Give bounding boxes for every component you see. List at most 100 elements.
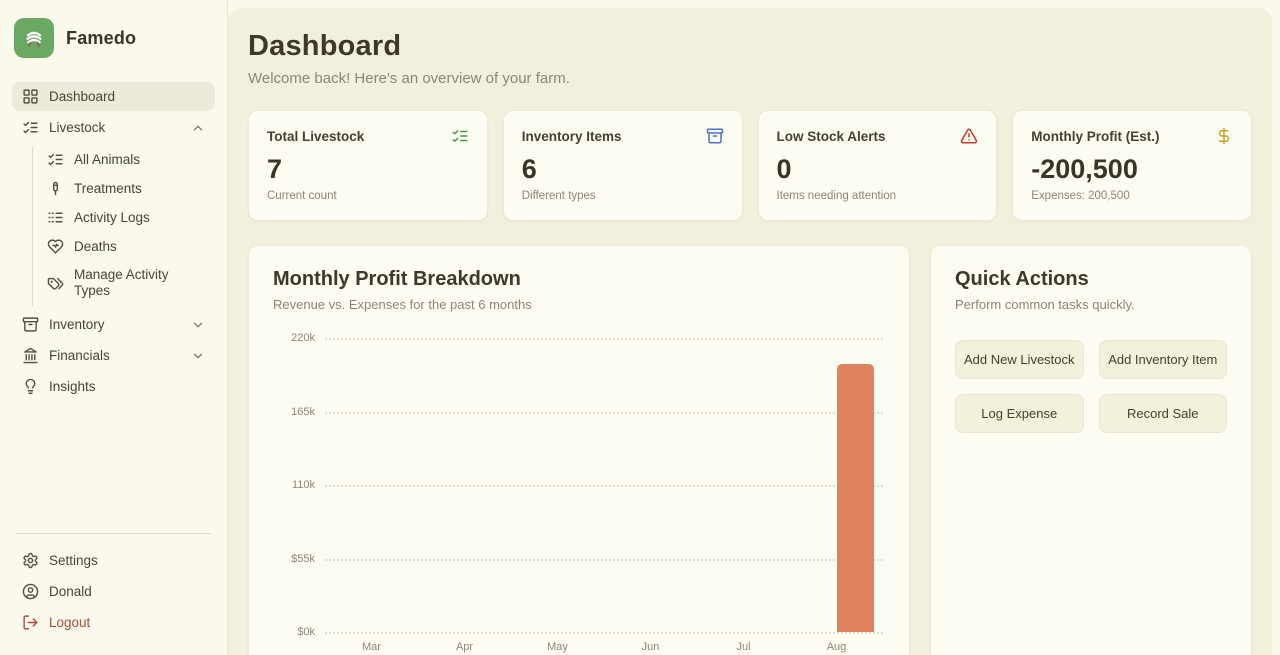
chart-slot-jun bbox=[604, 338, 697, 632]
sheep-logo-icon bbox=[14, 18, 54, 58]
bottom-row: Monthly Profit Breakdown Revenue vs. Exp… bbox=[248, 245, 1252, 655]
quick-actions-subtitle: Perform common tasks quickly. bbox=[955, 297, 1135, 312]
chart-slot-may bbox=[511, 338, 604, 632]
sidebar-item-financials[interactable]: Financials bbox=[12, 341, 215, 370]
sidebar-item-livestock[interactable]: Livestock bbox=[12, 113, 215, 142]
stat-subtitle: Current count bbox=[267, 190, 337, 202]
main-wrapper: Dashboard Welcome back! Here's an overvi… bbox=[228, 0, 1280, 655]
chart-y-tick-label: 220k bbox=[291, 332, 315, 344]
chart-slot-aug bbox=[790, 338, 883, 632]
chart-slots bbox=[325, 338, 883, 632]
chart-y-tick-label: $0k bbox=[297, 626, 315, 638]
app-name: Famedo bbox=[66, 27, 137, 48]
stat-value: -200,500 bbox=[1031, 154, 1138, 184]
sidebar-item-label: Inventory bbox=[49, 316, 105, 332]
sidebar-spacer bbox=[12, 403, 215, 523]
sidebar-item-logout[interactable]: Logout bbox=[12, 608, 215, 637]
sidebar-item-label: Dashboard bbox=[49, 88, 116, 104]
heart-pulse-icon bbox=[47, 238, 64, 255]
gear-icon bbox=[22, 552, 39, 569]
chart-y-tick-label: $55k bbox=[291, 552, 315, 565]
chevron-down-icon bbox=[191, 318, 205, 332]
add-new-livestock-button[interactable]: Add New Livestock bbox=[955, 340, 1084, 379]
log-expense-button[interactable]: Log Expense bbox=[955, 394, 1084, 433]
tags-icon bbox=[47, 275, 64, 292]
stat-value: 7 bbox=[267, 154, 283, 184]
stat-value: 6 bbox=[521, 154, 537, 184]
chart-x-tick-label: Mar bbox=[362, 641, 381, 653]
sidebar-item-treatments[interactable]: Treatments bbox=[39, 175, 215, 202]
sidebar-item-all-animals[interactable]: All Animals bbox=[39, 146, 215, 173]
stat-title: Monthly Profit (Est.) bbox=[1031, 128, 1160, 144]
sidebar-item-dashboard[interactable]: Dashboard bbox=[12, 82, 215, 111]
stat-subtitle: Expenses: 200,500 bbox=[1031, 190, 1130, 202]
logout-icon bbox=[22, 614, 39, 631]
sidebar-item-label: Logout bbox=[49, 614, 91, 630]
sidebar-item-deaths[interactable]: Deaths bbox=[39, 233, 215, 260]
sidebar-item-inventory[interactable]: Inventory bbox=[12, 310, 215, 339]
chart-gridline bbox=[325, 338, 883, 340]
list-checks-icon bbox=[22, 119, 39, 136]
add-inventory-item-button[interactable]: Add Inventory Item bbox=[1098, 340, 1227, 379]
chart-y-tick-label: 165k bbox=[291, 405, 315, 418]
stats-row: Total Livestock 7 Current count Inventor… bbox=[248, 110, 1252, 221]
sidebar-item-label: Insights bbox=[49, 378, 96, 394]
chart-gridline bbox=[325, 632, 883, 634]
user-circle-icon bbox=[22, 583, 39, 600]
stat-title: Inventory Items bbox=[521, 128, 622, 144]
logs-icon bbox=[47, 209, 64, 226]
sidebar: Famedo Dashboard Livestock All Animals T… bbox=[0, 0, 228, 655]
stat-subtitle: Different types bbox=[521, 190, 596, 202]
sidebar-item-manage-activity-types[interactable]: Manage Activity Types bbox=[39, 262, 215, 304]
chart-slot-apr bbox=[418, 338, 511, 632]
list-checks-icon bbox=[451, 127, 469, 145]
sidebar-item-settings[interactable]: Settings bbox=[12, 546, 215, 575]
archive-icon bbox=[22, 316, 39, 333]
page-subtitle: Welcome back! Here's an overview of your… bbox=[248, 70, 570, 87]
sidebar-item-label: Deaths bbox=[74, 238, 117, 254]
stat-card-total-livestock: Total Livestock 7 Current count bbox=[248, 110, 488, 221]
dollar-icon bbox=[1215, 127, 1233, 145]
sidebar-item-profile[interactable]: Donald bbox=[12, 577, 215, 606]
stat-card-inventory-items: Inventory Items 6 Different types bbox=[502, 110, 743, 221]
chart-gridline bbox=[325, 558, 883, 561]
sidebar-item-label: Settings bbox=[49, 552, 98, 568]
app-logo: Famedo bbox=[12, 14, 215, 60]
chart-title: Monthly Profit Breakdown bbox=[273, 268, 521, 290]
chart-x-tick-label: May bbox=[547, 641, 568, 653]
stat-card-low-stock-alerts: Low Stock Alerts 0 Items needing attenti… bbox=[757, 110, 998, 221]
record-sale-button[interactable]: Record Sale bbox=[1098, 394, 1227, 433]
archive-icon bbox=[706, 127, 724, 145]
chart-subtitle: Revenue vs. Expenses for the past 6 mont… bbox=[273, 297, 532, 312]
chevron-down-icon bbox=[191, 349, 205, 363]
landmark-icon bbox=[22, 347, 39, 364]
stat-title: Total Livestock bbox=[267, 128, 365, 144]
sidebar-item-label: Donald bbox=[49, 583, 92, 599]
chart-slot-mar bbox=[325, 338, 418, 632]
lightbulb-icon bbox=[22, 378, 39, 395]
stat-title: Low Stock Alerts bbox=[776, 128, 886, 144]
chart-plot: 220k 165k 110k $55k $0k bbox=[291, 332, 883, 638]
layout-grid-icon bbox=[22, 88, 39, 105]
chart-gridline bbox=[325, 411, 883, 414]
quick-actions-card: Quick Actions Perform common tasks quick… bbox=[930, 245, 1252, 655]
sidebar-item-label: Treatments bbox=[74, 180, 142, 196]
chart-y-tick-label: 110k bbox=[291, 479, 315, 491]
chart-x-tick-label: Jun bbox=[641, 641, 660, 653]
alert-triangle-icon bbox=[960, 127, 978, 145]
chart-gridline bbox=[325, 485, 883, 487]
chart-x-tick-label: Apr bbox=[455, 641, 474, 653]
sidebar-item-label: Activity Logs bbox=[74, 209, 150, 225]
sidebar-item-label: Financials bbox=[49, 347, 110, 363]
stat-card-monthly-profit: Monthly Profit (Est.) -200,500 Expenses:… bbox=[1012, 110, 1252, 221]
chart-slot-jul bbox=[697, 338, 790, 632]
main-panel: Dashboard Welcome back! Here's an overvi… bbox=[228, 8, 1272, 655]
sidebar-item-label: Livestock bbox=[49, 119, 106, 135]
quick-actions-title: Quick Actions bbox=[955, 268, 1089, 290]
quick-actions-grid: Add New Livestock Add Inventory Item Log… bbox=[955, 340, 1227, 433]
sidebar-item-activity-logs[interactable]: Activity Logs bbox=[39, 204, 215, 231]
sidebar-item-insights[interactable]: Insights bbox=[12, 372, 215, 401]
chevron-up-icon bbox=[191, 121, 205, 135]
chart-x-tick-label: Jul bbox=[736, 641, 751, 653]
list-checks-icon bbox=[47, 151, 64, 168]
